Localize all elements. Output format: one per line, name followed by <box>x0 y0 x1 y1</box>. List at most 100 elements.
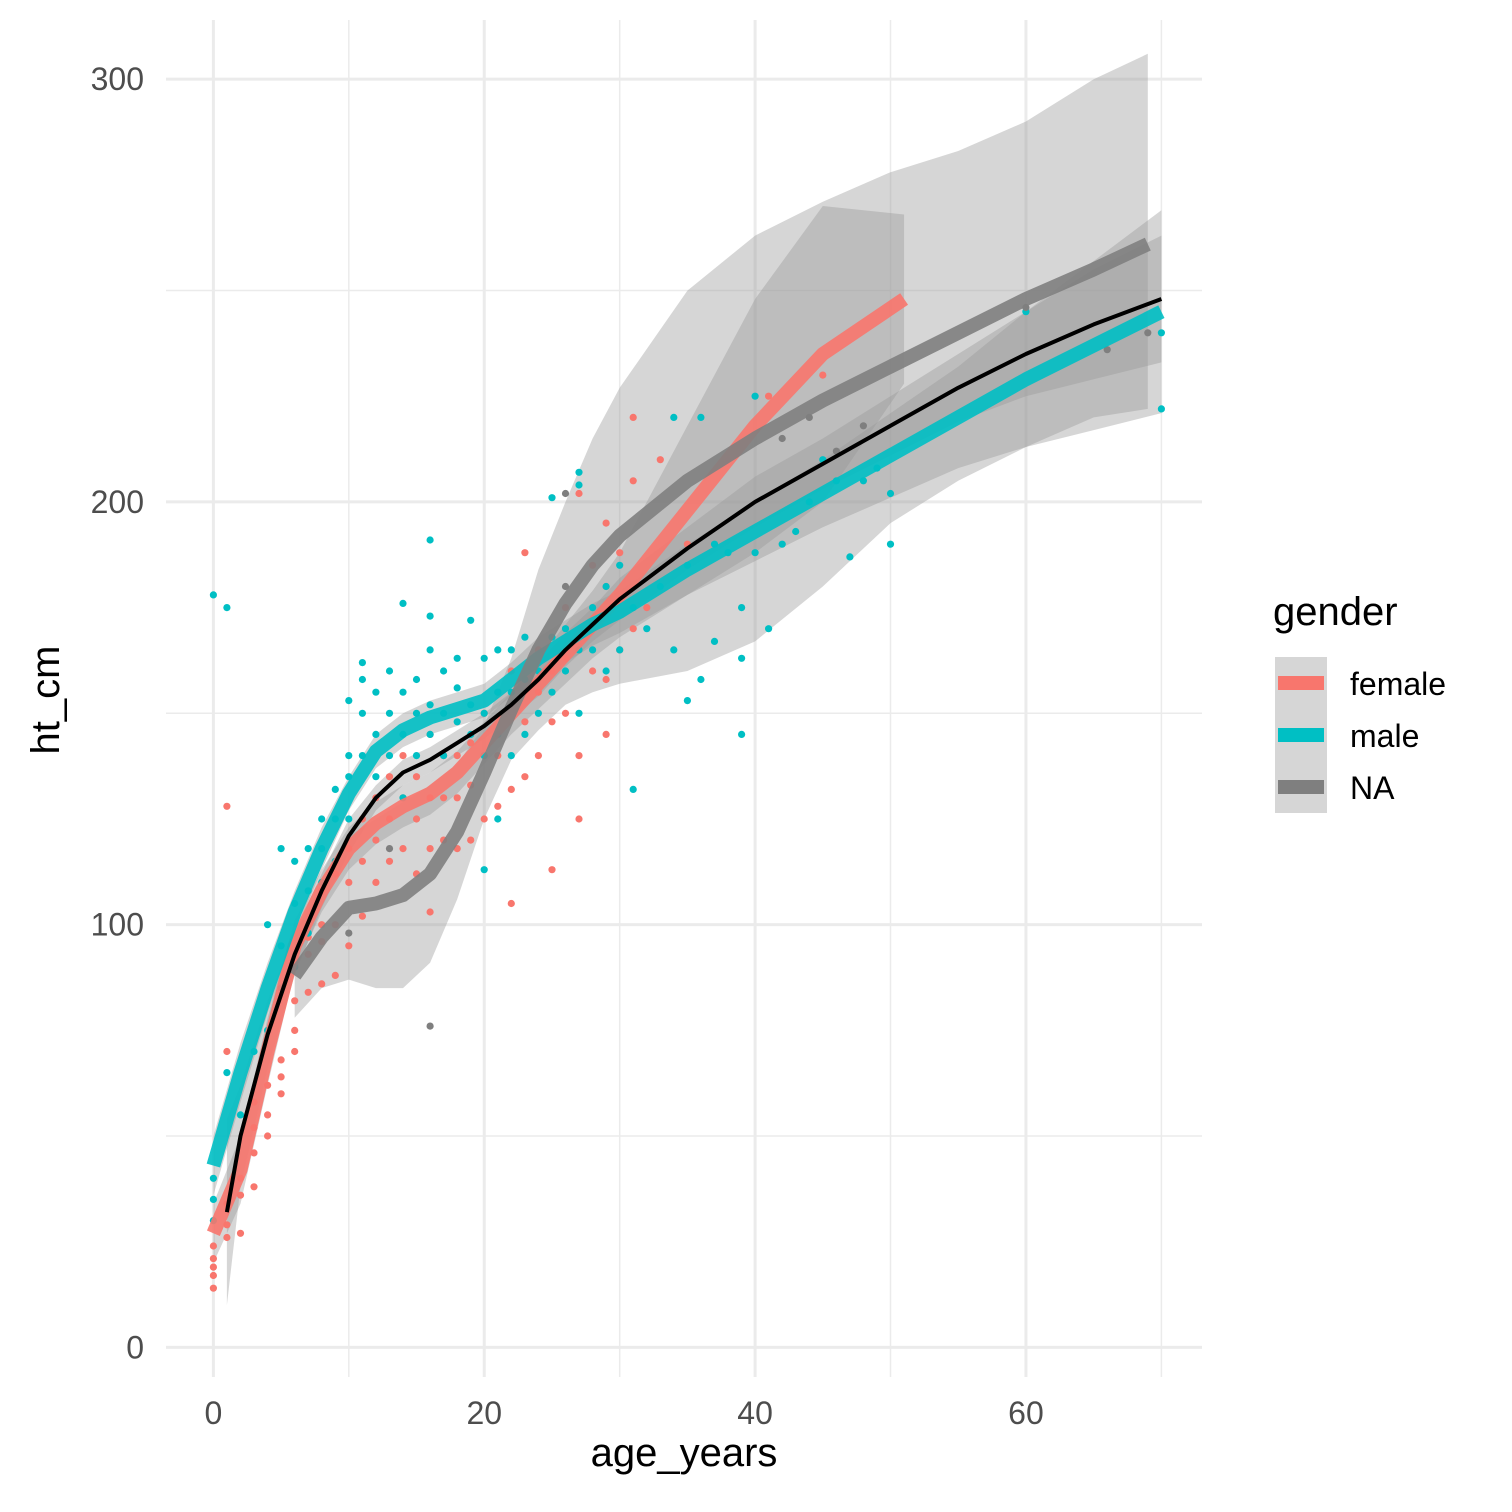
point-female <box>223 1047 231 1056</box>
point-female <box>629 625 637 633</box>
point-male <box>399 599 407 608</box>
point-male <box>480 654 488 662</box>
point-male <box>331 785 339 794</box>
point-male <box>412 675 421 684</box>
y-tick-label: 100 <box>91 907 144 943</box>
point-male <box>886 489 895 498</box>
point-female <box>575 752 583 760</box>
y-tick-label: 300 <box>91 61 144 97</box>
point-female <box>372 878 380 887</box>
point-NA <box>1144 329 1152 337</box>
point-male <box>291 857 299 865</box>
point-male <box>616 646 624 654</box>
point-female <box>372 836 380 844</box>
point-male <box>1157 405 1165 413</box>
point-female <box>385 857 394 865</box>
point-male <box>670 646 678 654</box>
point-female <box>291 1026 299 1034</box>
point-female <box>209 1271 217 1280</box>
point-male <box>602 667 610 675</box>
point-male <box>358 659 366 667</box>
point-NA <box>561 582 570 591</box>
point-female <box>467 836 475 844</box>
axis-ticks: 0 20 40 60 0 100 200 300 <box>91 61 1044 1431</box>
point-male <box>616 561 624 569</box>
point-male <box>738 654 746 662</box>
point-male <box>426 612 434 620</box>
band-overall <box>226 235 1162 1306</box>
x-axis-title: age_years <box>591 1431 778 1475</box>
point-female <box>277 1056 285 1064</box>
point-female <box>277 1090 285 1098</box>
point-male <box>494 646 502 654</box>
point-female <box>440 794 448 802</box>
point-NA <box>561 489 570 498</box>
point-male <box>548 688 556 696</box>
point-female <box>250 1149 258 1157</box>
x-tick-label: 0 <box>205 1395 223 1431</box>
y-tick-label: 200 <box>91 484 144 520</box>
point-male <box>521 633 529 641</box>
point-female <box>236 1191 245 1199</box>
point-male <box>575 481 583 489</box>
point-male <box>548 494 556 502</box>
point-male <box>738 604 746 612</box>
point-female <box>521 773 529 781</box>
point-female <box>250 1183 258 1191</box>
point-male <box>629 785 637 794</box>
band-NA <box>294 53 1148 1018</box>
y-tick-label: 0 <box>126 1329 144 1365</box>
legend: gender female male NA <box>1273 590 1446 813</box>
point-male <box>561 625 570 633</box>
point-female <box>494 802 502 810</box>
point-male <box>697 675 705 684</box>
confidence-bands <box>213 53 1162 1306</box>
point-female <box>602 730 610 739</box>
point-male <box>223 604 231 612</box>
point-male <box>1157 329 1165 337</box>
point-male <box>792 527 800 536</box>
point-male <box>345 752 353 760</box>
point-female <box>412 773 421 781</box>
point-male <box>846 553 854 561</box>
point-female <box>467 739 475 747</box>
point-female <box>548 866 556 874</box>
legend-label-male: male <box>1350 718 1419 754</box>
point-male <box>372 688 380 696</box>
point-female <box>264 1132 272 1140</box>
point-male <box>453 654 461 662</box>
point-female <box>264 1111 272 1119</box>
point-female <box>209 1284 217 1292</box>
point-female <box>521 549 529 557</box>
point-female <box>331 971 339 980</box>
point-female <box>277 1073 285 1081</box>
point-female <box>453 794 461 802</box>
point-male <box>277 845 285 853</box>
point-male <box>494 815 502 823</box>
point-NA <box>426 1022 434 1030</box>
point-male <box>886 540 895 548</box>
legend-keys: female male NA <box>1275 657 1446 813</box>
point-female <box>819 371 827 379</box>
point-female <box>629 477 637 485</box>
point-female <box>589 667 597 675</box>
point-male <box>209 591 217 599</box>
smooth-line-NA <box>288 237 1151 980</box>
point-female <box>534 752 543 760</box>
point-male <box>738 730 746 739</box>
point-male <box>440 667 448 675</box>
x-tick-label: 20 <box>466 1395 502 1431</box>
point-female <box>223 802 231 810</box>
point-male <box>223 1069 231 1077</box>
point-NA <box>385 845 394 853</box>
point-male <box>426 646 434 654</box>
point-female <box>561 709 570 717</box>
point-male <box>453 684 461 692</box>
point-male <box>426 536 434 544</box>
point-female <box>656 456 664 464</box>
point-female <box>223 1233 231 1242</box>
point-male <box>304 845 312 853</box>
point-male <box>683 697 692 705</box>
point-male <box>426 701 434 709</box>
